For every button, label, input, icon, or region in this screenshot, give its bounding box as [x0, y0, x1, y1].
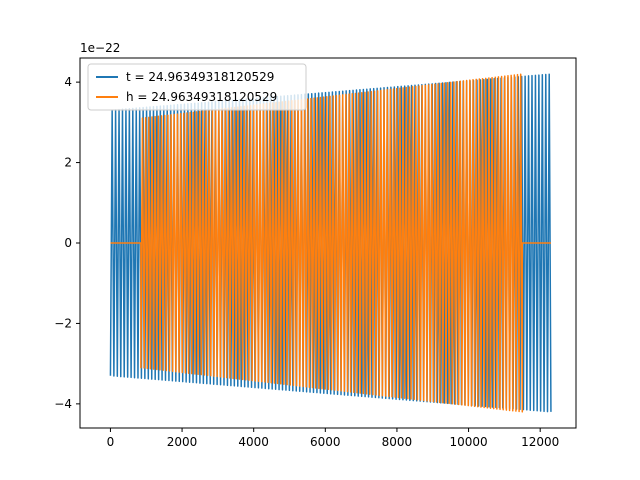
- x-tick-label: 0: [107, 435, 115, 449]
- legend-label: h = 24.96349318120529: [126, 90, 277, 104]
- y-axis: −4 −2 0 2 4: [54, 75, 80, 411]
- y-tick-label: −2: [54, 316, 72, 330]
- x-tick-label: 4000: [238, 435, 269, 449]
- y-tick-label: 2: [64, 156, 72, 170]
- series-line-1: [110, 73, 551, 413]
- x-tick-label: 6000: [310, 435, 341, 449]
- y-tick-label: 4: [64, 75, 72, 89]
- x-tick-label: 8000: [382, 435, 413, 449]
- x-tick-label: 2000: [167, 435, 198, 449]
- y-scale-label: 1e−22: [80, 41, 120, 55]
- legend: t = 24.96349318120529 h = 24.963493181205…: [87, 63, 307, 111]
- x-tick-label: 12000: [521, 435, 559, 449]
- y-tick-label: −4: [54, 397, 72, 411]
- legend-box: [87, 63, 307, 111]
- series-layer: [109, 73, 552, 413]
- x-axis: 0 2000 4000 6000 8000 10000 12000: [107, 428, 559, 449]
- y-tick-label: 0: [64, 236, 72, 250]
- x-tick-label: 10000: [449, 435, 487, 449]
- legend-label: t = 24.96349318120529: [126, 70, 274, 84]
